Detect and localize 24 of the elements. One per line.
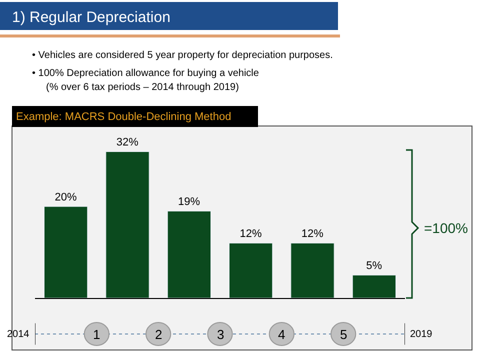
bar (229, 242, 273, 298)
text: 5 (340, 327, 348, 342)
data-label: 32% (116, 136, 139, 149)
text: 2019 (410, 329, 433, 340)
text: 1) Regular Depreciation (12, 9, 170, 26)
text: (% over 6 tax periods – 2014 through 2019) (46, 82, 239, 93)
text: 4 (278, 327, 286, 342)
chart-title: Example: MACRS Double-Declining Method (16, 110, 232, 123)
text: • 100% Depreciation allowance for buying a vehicle (32, 68, 260, 79)
data-label: 12% (301, 228, 324, 240)
data-label: 19% (178, 196, 200, 208)
bar (167, 210, 211, 298)
bar (106, 151, 150, 298)
text: =100% (424, 220, 468, 236)
data-label: 20% (54, 192, 77, 204)
text: • Vehicles are considered 5 year property for depreciation purposes. (32, 50, 333, 61)
data-label: 5% (366, 260, 382, 272)
data-label: 12% (240, 228, 262, 240)
bar (290, 242, 334, 298)
text: 1 (93, 327, 100, 342)
bar (352, 274, 396, 298)
bar (44, 206, 88, 298)
text: 2 (155, 327, 162, 342)
text: 3 (217, 327, 224, 342)
